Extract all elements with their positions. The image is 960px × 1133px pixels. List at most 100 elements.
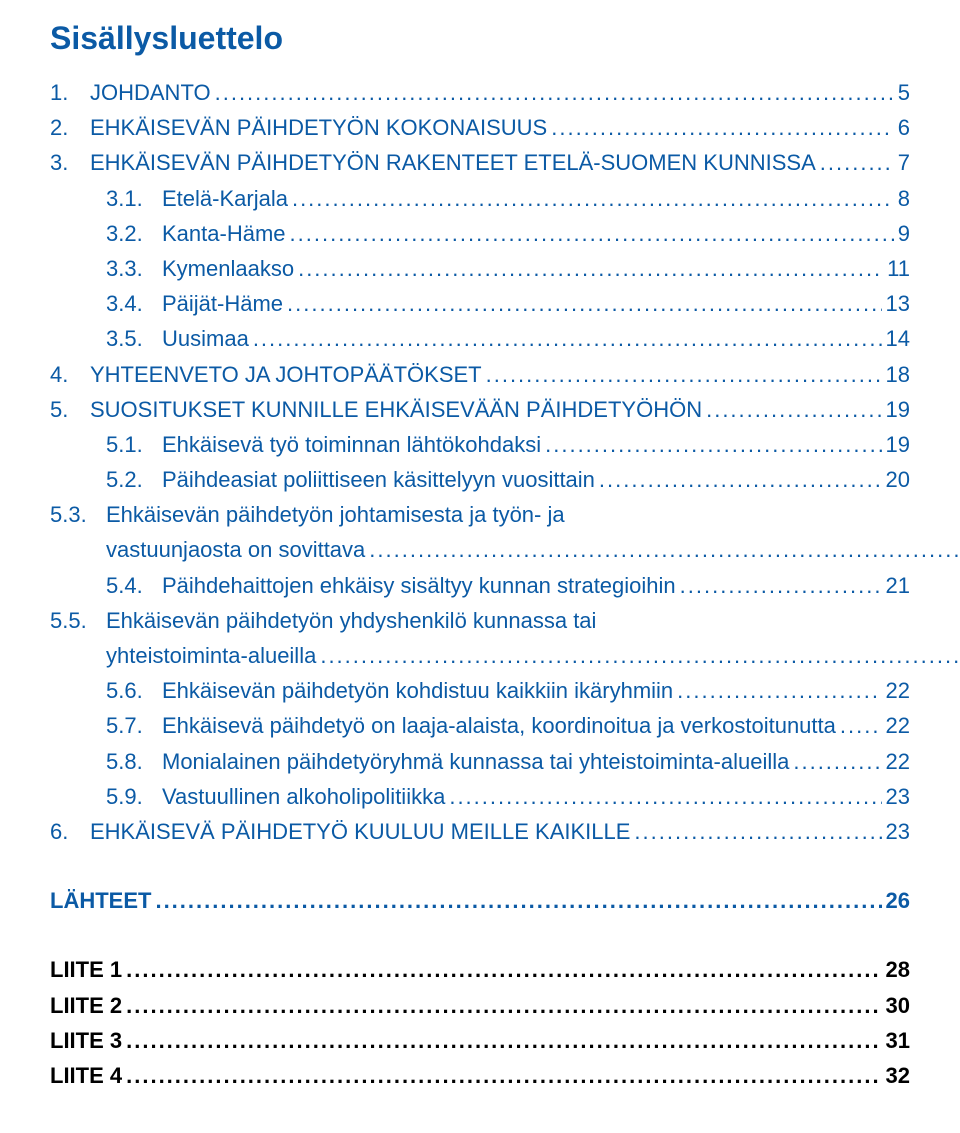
toc-number: 5.9. [106, 779, 162, 814]
toc-number: 4. [50, 357, 90, 392]
toc-title: Sisällysluettelo [50, 20, 910, 57]
toc-number: 1. [50, 75, 90, 110]
toc-number: 5.6. [106, 673, 162, 708]
toc-entry[interactable]: 5.4.Päihdehaittojen ehkäisy sisältyy kun… [50, 568, 910, 603]
sources-page: 26 [886, 883, 910, 918]
leader [545, 427, 881, 462]
appendix-entry[interactable]: LIITE 128 [50, 952, 910, 987]
leader [320, 638, 960, 673]
leader [287, 286, 881, 321]
toc-label: Ehkäisevän päihdetyön kohdistuu kaikkiin… [162, 673, 673, 708]
toc-label: YHTEENVETO JA JOHTOPÄÄTÖKSET [90, 357, 482, 392]
toc-label: Päihdehaittojen ehkäisy sisältyy kunnan … [162, 568, 676, 603]
leader [706, 392, 881, 427]
appendix-entry[interactable]: LIITE 3 31 [50, 1023, 910, 1058]
leader [820, 145, 894, 180]
toc-page: 9 [898, 216, 910, 251]
leader [253, 321, 882, 356]
appendix-entry[interactable]: LIITE 432 [50, 1058, 910, 1093]
toc-label: Kymenlaakso [162, 251, 294, 286]
appendix-entry[interactable]: LIITE 230 [50, 988, 910, 1023]
toc-entry[interactable]: 5.3.Ehkäisevän päihdetyön johtamisesta j… [50, 497, 910, 567]
toc-number: 3.2. [106, 216, 162, 251]
toc-entry[interactable]: 5.1.Ehkäisevä työ toiminnan lähtökohdaks… [50, 427, 910, 462]
toc-entry[interactable]: 3.2.Kanta-Häme9 [50, 216, 910, 251]
toc-entry[interactable]: 5.5.Ehkäisevän päihdetyön yhdyshenkilö k… [50, 603, 910, 673]
leader [840, 708, 882, 743]
toc-page: 14 [886, 321, 910, 356]
toc-number: 5.3. [50, 497, 106, 567]
toc-entry[interactable]: 5.SUOSITUKSET KUNNILLE EHKÄISEVÄÄN PÄIHD… [50, 392, 910, 427]
toc-entry[interactable]: 5.2.Päihdeasiat poliittiseen käsittelyyn… [50, 462, 910, 497]
toc-entry[interactable]: 2.EHKÄISEVÄN PÄIHDETYÖN KOKONAISUUS6 [50, 110, 910, 145]
leader [126, 988, 881, 1023]
toc-page: 20 [886, 462, 910, 497]
toc-entry[interactable]: 6.EHKÄISEVÄ PÄIHDETYÖ KUULUU MEILLE KAIK… [50, 814, 910, 849]
toc-label: Monialainen päihdetyöryhmä kunnassa tai … [162, 744, 789, 779]
toc-entry[interactable]: 5.6.Ehkäisevän päihdetyön kohdistuu kaik… [50, 673, 910, 708]
toc-number: 6. [50, 814, 90, 849]
leader [449, 779, 881, 814]
toc-number: 3.1. [106, 181, 162, 216]
leader [369, 532, 960, 567]
toc-page: 7 [898, 145, 910, 180]
toc-label-line1: Ehkäisevän päihdetyön johtamisesta ja ty… [106, 497, 960, 532]
toc-page: 19 [886, 427, 910, 462]
appendix-page: 28 [886, 952, 910, 987]
toc-page: 13 [886, 286, 910, 321]
toc-number: 2. [50, 110, 90, 145]
toc-page: 22 [886, 708, 910, 743]
toc-entry[interactable]: 3.1.Etelä-Karjala 8 [50, 181, 910, 216]
sources-label: LÄHTEET [50, 883, 151, 918]
toc-number: 3. [50, 145, 90, 180]
toc-entry[interactable]: 5.9.Vastuullinen alkoholipolitiikka 23 [50, 779, 910, 814]
leader [290, 216, 894, 251]
toc-entry[interactable]: 1.JOHDANTO5 [50, 75, 910, 110]
toc-entry[interactable]: 3.EHKÄISEVÄN PÄIHDETYÖN RAKENTEET ETELÄ-… [50, 145, 910, 180]
toc-entry[interactable]: 5.7.Ehkäisevä päihdetyö on laaja-alaista… [50, 708, 910, 743]
toc-number: 5.8. [106, 744, 162, 779]
appendix-page: 31 [886, 1023, 910, 1058]
toc-number: 3.3. [106, 251, 162, 286]
toc-entry[interactable]: 3.5.Uusimaa14 [50, 321, 910, 356]
appendix-list: LIITE 128LIITE 230LIITE 3 31LIITE 432 [50, 952, 910, 1093]
toc-label: Ehkäisevä työ toiminnan lähtökohdaksi [162, 427, 541, 462]
toc-label: JOHDANTO [90, 75, 211, 110]
toc-number: 5.2. [106, 462, 162, 497]
toc-page: 6 [898, 110, 910, 145]
appendix-label: LIITE 4 [50, 1058, 122, 1093]
toc-label: EHKÄISEVÄN PÄIHDETYÖN RAKENTEET ETELÄ-SU… [90, 145, 816, 180]
toc-entry[interactable]: 5.8.Monialainen päihdetyöryhmä kunnassa … [50, 744, 910, 779]
leader [599, 462, 882, 497]
toc-entry[interactable]: 4.YHTEENVETO JA JOHTOPÄÄTÖKSET 18 [50, 357, 910, 392]
toc-page: 8 [898, 181, 910, 216]
toc-label: EHKÄISEVÄ PÄIHDETYÖ KUULUU MEILLE KAIKIL… [90, 814, 630, 849]
toc-page: 19 [886, 392, 910, 427]
toc-number: 5.5. [50, 603, 106, 673]
toc-number: 5.7. [106, 708, 162, 743]
toc-entry[interactable]: 3.3.Kymenlaakso11 [50, 251, 910, 286]
appendix-label: LIITE 2 [50, 988, 122, 1023]
toc-page: 23 [886, 814, 910, 849]
toc-label: Vastuullinen alkoholipolitiikka [162, 779, 445, 814]
leader [677, 673, 881, 708]
leader [155, 883, 881, 918]
leader [486, 357, 882, 392]
leader [634, 814, 881, 849]
toc-page: 18 [886, 357, 910, 392]
leader [215, 75, 894, 110]
toc-list: 1.JOHDANTO52.EHKÄISEVÄN PÄIHDETYÖN KOKON… [50, 75, 910, 849]
toc-number: 3.4. [106, 286, 162, 321]
leader [126, 1023, 881, 1058]
toc-page: 22 [886, 673, 910, 708]
leader [680, 568, 882, 603]
toc-page: 23 [886, 779, 910, 814]
leader [292, 181, 894, 216]
toc-label-line2: vastuunjaosta on sovittava [106, 532, 365, 567]
toc-label: Etelä-Karjala [162, 181, 288, 216]
leader [793, 744, 881, 779]
toc-label: Päijät-Häme [162, 286, 283, 321]
sources-line[interactable]: LÄHTEET 26 [50, 883, 910, 918]
appendix-label: LIITE 3 [50, 1023, 122, 1058]
toc-entry[interactable]: 3.4.Päijät-Häme 13 [50, 286, 910, 321]
